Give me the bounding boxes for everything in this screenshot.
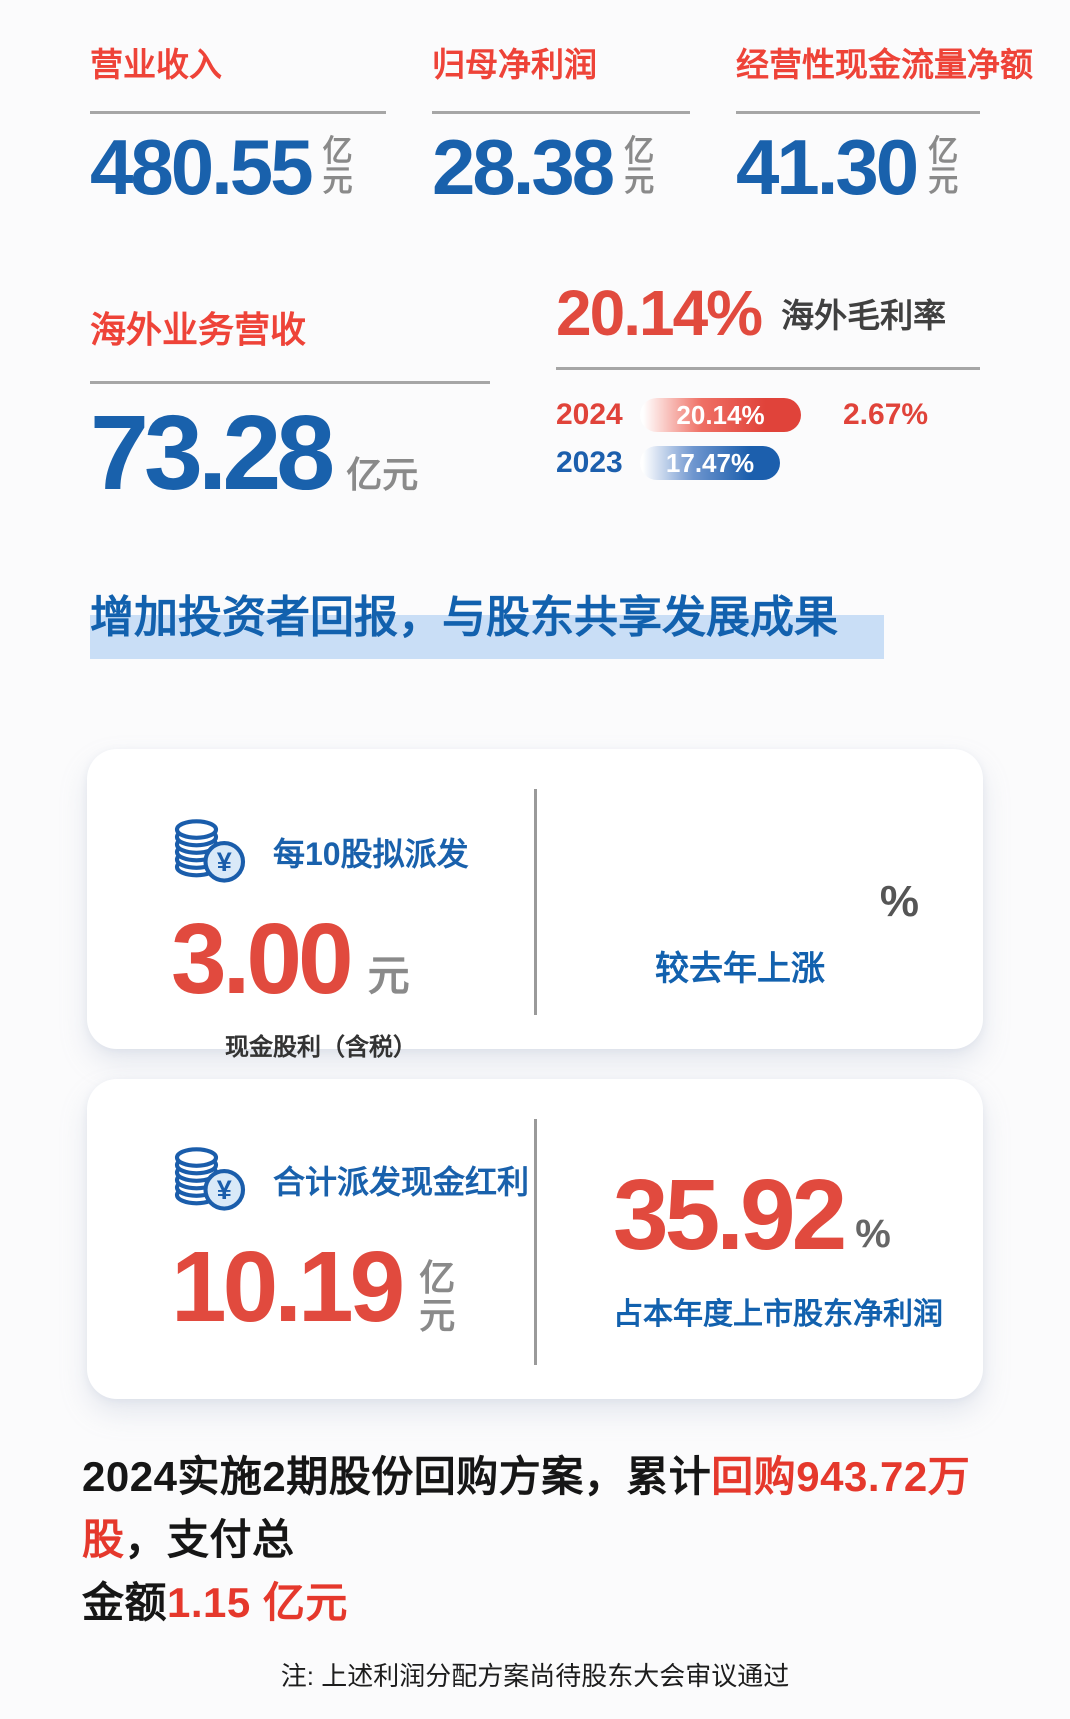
delta-value: 2.67% (843, 398, 929, 432)
unit-yiyuan: 亿元 (346, 454, 419, 496)
card-header-row: ¥ 每10股拟派发 (171, 817, 534, 887)
margin-bar: 17.47% (640, 446, 780, 481)
chart-row-2024: 2024 20.14% 2.67% (556, 398, 980, 433)
overseas-margin-header: 20.14% 海外毛利率 (556, 281, 980, 345)
payout-ratio-row: 35.92 % (613, 1165, 983, 1265)
overseas-revenue-value-row: 73.28 亿元 (90, 400, 490, 506)
card-label: 每10股拟派发 (273, 836, 469, 873)
chart-row-2023: 2023 17.47% (556, 446, 980, 481)
text-part: 回购943.72万股 (82, 1453, 971, 1564)
divider-rule (90, 381, 490, 385)
coins-yuan-icon: ¥ (174, 819, 246, 883)
metric-value-row: 28.38 亿 元 (432, 128, 690, 206)
metric-revenue: 营业收入 480.55 亿 元 (90, 44, 386, 206)
dividend-per-share-card: ¥ 每10股拟派发 3.00 元 现金股利（含税） % 较去年上涨 (87, 749, 983, 1061)
metric-value-row: 41.30 亿 元 (736, 128, 980, 206)
card-left: ¥ 合计派发现金红利 10.19 亿 元 (87, 1079, 534, 1399)
svg-text:¥: ¥ (217, 847, 232, 877)
metric-value-row: 480.55 亿 元 (90, 128, 386, 206)
payout-ratio-value: 35.92 (613, 1159, 847, 1272)
overseas-revenue-label: 海外业务营收 (90, 309, 307, 351)
card-caption: 现金股利（含税） (225, 1034, 417, 1062)
card-value-row: 3.00 元 (171, 909, 534, 1009)
unit-yi: 亿 (928, 134, 959, 168)
year-label: 2023 (556, 446, 623, 480)
bar-value-label: 17.47% (665, 447, 755, 478)
text-part: 金额 (82, 1579, 168, 1627)
vertical-divider (534, 1119, 537, 1366)
overseas-margin-label: 海外毛利率 (781, 297, 947, 335)
margin-bar-chart: 2024 20.14% 2.67% 2023 17.47% (556, 398, 980, 481)
metric-value: 28.38 (432, 123, 615, 212)
card-value-row: 10.19 亿 元 (171, 1237, 534, 1337)
metric-label: 归母净利润 (432, 46, 597, 83)
unit-stack: 亿 元 (928, 134, 959, 199)
unit-yuan: 元 (928, 165, 959, 199)
section-heading: 增加投资者回报，与股东共享发展成果 (90, 592, 884, 660)
metric-label: 经营性现金流量净额 (736, 46, 1033, 83)
metric-operating-cash-flow: 经营性现金流量净额 41.30 亿 元 (736, 44, 1033, 206)
card-value: 3.00 (171, 903, 354, 1016)
metric-value: 41.30 (736, 123, 919, 212)
percent-symbol: % (879, 877, 919, 927)
card-left: ¥ 每10股拟派发 3.00 元 现金股利（含税） (87, 749, 534, 1061)
year-label: 2024 (556, 398, 623, 432)
card-value: 10.19 (171, 1231, 405, 1344)
divider-rule (432, 111, 690, 115)
unit-yuan: 元 (419, 1295, 456, 1337)
unit-yuan: 元 (624, 165, 655, 199)
text-part: 1.15 亿元 (167, 1579, 348, 1627)
total-dividend-card: ¥ 合计派发现金红利 10.19 亿 元 35.92 % 占本年度上市股东净利润 (87, 1079, 983, 1400)
divider-rule (90, 111, 386, 115)
unit-stack: 亿 元 (419, 1259, 455, 1337)
card-right: 35.92 % 占本年度上市股东净利润 (537, 1079, 983, 1399)
coins-yuan-icon: ¥ (174, 1147, 246, 1211)
top-metrics-row: 营业收入 480.55 亿 元 归母净利润 28.38 亿 元 经营 (90, 44, 1033, 206)
vertical-divider (534, 789, 537, 1016)
overseas-section: 海外业务营收 73.28 亿元 20.14% 海外毛利率 2024 20.14%… (90, 281, 980, 506)
heading-text: 增加投资者回报，与股东共享发展成果 (90, 593, 838, 643)
percent-symbol: % (855, 1212, 891, 1257)
unit-yi: 亿 (624, 134, 655, 168)
margin-bar: 20.14% (640, 398, 801, 433)
overseas-revenue-value: 73.28 (90, 394, 335, 513)
card-label: 合计派发现金红利 (273, 1164, 530, 1201)
increase-label: 较去年上涨 (655, 950, 825, 989)
unit-yuan: 元 (367, 952, 410, 1000)
card-right: % 较去年上涨 (537, 749, 983, 1049)
card-header-row: ¥ 合计派发现金红利 (171, 1145, 534, 1215)
overseas-margin-value: 20.14% (556, 277, 763, 350)
buyback-paragraph: 2024实施2期股份回购方案，累计回购943.72万股，支付总 金额1.15 亿… (82, 1445, 988, 1634)
metric-net-profit: 归母净利润 28.38 亿 元 (432, 44, 690, 206)
svg-text:¥: ¥ (217, 1175, 232, 1205)
footnote: 注: 上述利润分配方案尚待股东大会审议通过 (280, 1661, 790, 1692)
buyback-line-2: 金额1.15 亿元 (82, 1571, 988, 1634)
metric-value: 480.55 (90, 123, 314, 212)
text-part: ，支付总 (124, 1516, 295, 1564)
overseas-margin-block: 20.14% 海外毛利率 2024 20.14% 2.67% 2023 17.4… (556, 281, 980, 506)
divider-rule (556, 367, 980, 371)
unit-stack: 亿 元 (322, 134, 353, 199)
text-part: 2024实施2期股份回购方案，累计 (82, 1453, 712, 1501)
unit-yuan: 元 (322, 165, 353, 199)
unit-stack: 亿 元 (624, 134, 655, 199)
heading-section: 增加投资者回报，与股东共享发展成果 (90, 592, 980, 660)
payout-ratio-label: 占本年度上市股东净利润 (613, 1298, 943, 1332)
buyback-line-1: 2024实施2期股份回购方案，累计回购943.72万股，支付总 (82, 1445, 988, 1571)
unit-yi: 亿 (419, 1257, 456, 1299)
metric-label: 营业收入 (90, 46, 222, 83)
divider-rule (736, 111, 980, 115)
bar-value-label: 20.14% (676, 399, 765, 430)
overseas-revenue-block: 海外业务营收 73.28 亿元 (90, 301, 490, 506)
unit-yi: 亿 (322, 134, 353, 168)
